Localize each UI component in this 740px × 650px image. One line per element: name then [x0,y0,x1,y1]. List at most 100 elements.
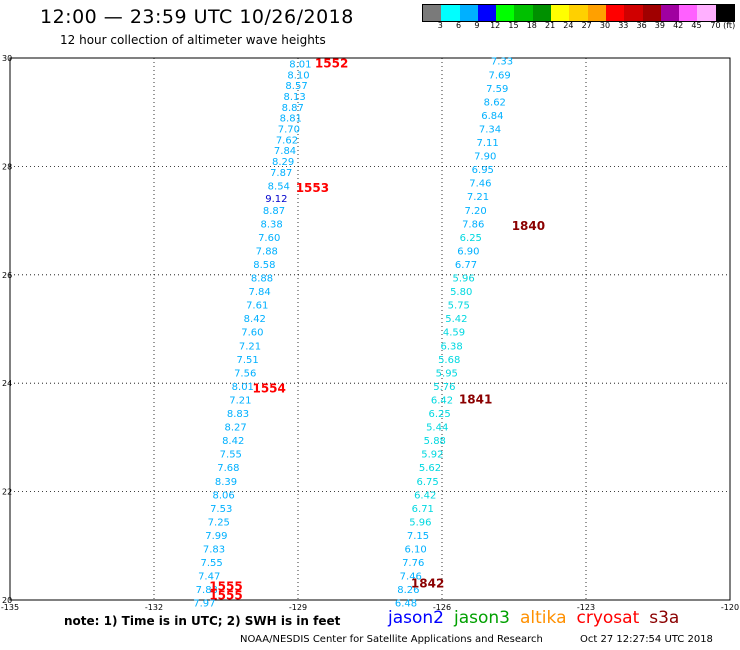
legend-label: 42 [673,21,684,30]
wave-height-value: 7.60 [241,328,263,339]
wave-height-value: 6.84 [481,111,503,122]
wave-height-value: 6.71 [412,504,434,515]
wave-height-value: 8.87 [263,206,285,217]
legend-label: 12 [490,21,501,30]
lon-tick-label: -126 [433,603,451,610]
satellite-jason2: jason2 [388,608,444,628]
legend-swatch [660,5,680,21]
wave-height-value: 7.33 [491,57,513,68]
time-label: 1555 [209,579,242,593]
wave-height-value: 8.81 [280,114,302,125]
wave-height-value: 7.86 [462,219,484,230]
wave-height-value: 7.56 [234,368,256,379]
wave-height-value: 8.38 [260,219,282,230]
wave-height-value: 9.12 [265,194,287,205]
wave-height-value: 8.42 [244,314,266,325]
wave-height-value: 8.29 [272,157,294,168]
wave-height-value: 7.55 [220,450,242,461]
wave-height-value: 7.83 [203,545,225,556]
wave-height-value: 7.11 [476,138,498,149]
lat-tick-label: 26 [2,271,12,280]
time-label: 1553 [296,181,329,195]
wave-height-value: 7.76 [402,558,424,569]
wave-height-value: 6.90 [457,246,479,257]
wave-height-value: 5.88 [424,436,446,447]
units-note: note: 1) Time is in UTC; 2) SWH is in fe… [64,614,341,628]
wave-height-value: 7.55 [200,558,222,569]
wave-height-value: 7.20 [464,206,486,217]
color-scale-labels: 3 6 9 12 15 18 21 24 27 30 33 36 39 42 45 70 (ft) [422,21,735,35]
legend-swatch [642,5,661,21]
wave-height-value: 8.42 [222,436,244,447]
wave-height-value: 7.15 [407,531,429,542]
wave-height-value: 8.54 [268,181,290,192]
legend-label: 45 [691,21,702,30]
legend-swatch [697,5,716,21]
wave-height-value: 7.83 [196,585,218,596]
legend-label: 3 [437,21,443,30]
wave-height-value: 7.60 [258,233,280,244]
wave-height-value: 8.88 [251,274,273,285]
wave-height-value: 6.75 [416,477,438,488]
satellite-cryosat: cryosat [576,608,640,628]
time-label: 1840 [512,219,545,233]
generation-timestamp: Oct 27 12:27:54 UTC 2018 [580,634,713,645]
wave-height-value: 5.76 [433,382,455,393]
wave-height-value: 5.62 [419,463,441,474]
wave-height-value: 7.87 [270,168,292,179]
lat-tick-label: 24 [2,379,12,388]
wave-height-value: 6.42 [414,490,436,501]
map-frame [9,57,731,601]
legend-swatch [423,5,442,21]
wave-height-value: 7.84 [274,146,296,157]
time-label: 1554 [252,382,285,396]
legend-label: 6 [456,21,462,30]
wave-height-value: 7.70 [278,124,300,135]
lon-tick-label: -120 [721,603,739,610]
wave-height-value: 6.42 [431,395,453,406]
legend-swatch [569,5,588,21]
lon-tick-label: -123 [577,603,595,610]
wave-height-value: 5.96 [409,517,431,528]
wave-height-value: 8.27 [224,423,246,434]
wave-height-value: 5.75 [448,301,470,312]
wave-height-value: 7.21 [229,395,251,406]
legend-swatch [532,5,552,21]
satellite-s3a: s3a [649,608,680,628]
wave-height-value: 7.88 [256,246,278,257]
legend-swatch [496,5,515,21]
wave-height-value: 7.21 [467,192,489,203]
wave-height-value: 7.84 [248,287,270,298]
satellite-legend: jason2 jason3 altika cryosat s3a [388,608,689,628]
wave-height-value: 5.96 [452,274,474,285]
wave-height-value: 5.80 [450,287,472,298]
wave-height-value: 7.51 [236,355,258,366]
satellite-altika: altika [520,608,567,628]
legend-label: 18 [526,21,537,30]
wave-height-value: 7.90 [474,152,496,163]
satellite-jason3: jason3 [454,608,510,628]
wave-height-value: 5.42 [445,314,467,325]
wave-height-value: 4.59 [443,328,465,339]
legend-swatch [459,5,478,21]
legend-swatch [715,5,735,21]
wave-height-value: 7.46 [469,179,491,190]
wave-height-value: 5.92 [421,450,443,461]
wave-height-value: 7.99 [205,531,227,542]
legend-swatch [605,5,625,21]
legend-label: 27 [581,21,592,30]
lon-tick-label: -129 [289,603,307,610]
wave-height-value: 8.01 [289,59,311,70]
wave-height-value: 6.48 [395,599,417,610]
wave-height-value: 6.95 [472,165,494,176]
wave-height-value: 7.69 [488,70,510,81]
wave-height-value: 8.62 [484,97,506,108]
wave-height-value: 7.53 [210,504,232,515]
legend-label: 30 [599,21,611,30]
lat-tick-label: 22 [2,488,12,497]
legend-label: 15 [508,21,519,30]
wave-height-value: 7.47 [198,572,220,583]
legend-swatch [624,5,643,21]
wave-height-value: 8.13 [284,92,306,103]
wave-height-value: 6.77 [455,260,477,271]
